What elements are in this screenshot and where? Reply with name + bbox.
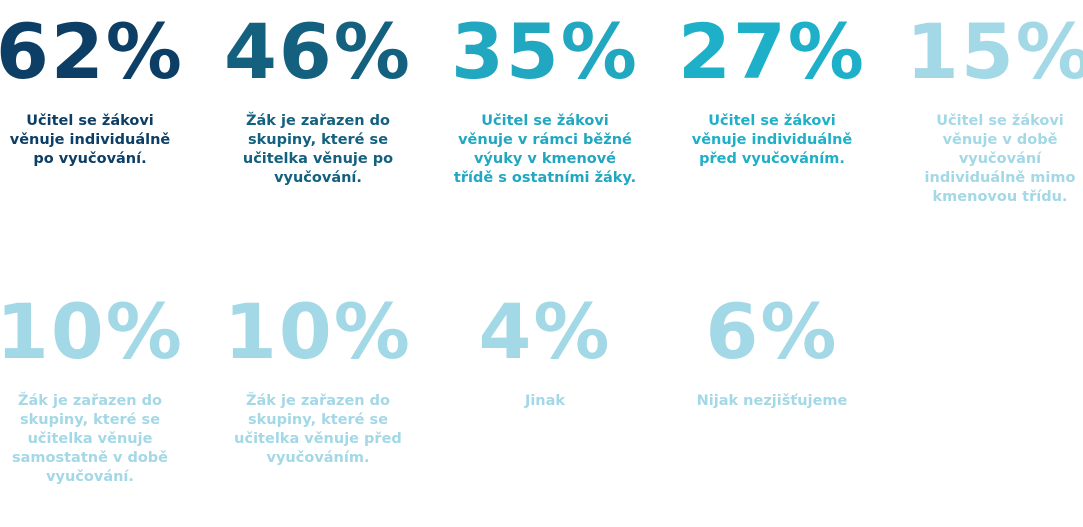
stat-item: 6% Nijak nezjišťujeme bbox=[662, 292, 882, 411]
stat-value: 35% bbox=[451, 7, 639, 96]
label-line: třídě s ostatními žáky. bbox=[453, 170, 637, 186]
stat-value: 46% bbox=[224, 7, 412, 96]
stat-value: 10% bbox=[0, 287, 184, 376]
label-line: vyučování. bbox=[274, 170, 362, 186]
stat-label: Učitel se žákovi věnuje v době vyučování in… bbox=[890, 112, 1083, 207]
stat-item: 10% Žák je zařazen do skupiny, které se uči… bbox=[208, 292, 428, 468]
stat-label: Žák je zařazen do skupiny, které se učitel… bbox=[208, 392, 428, 468]
label-line: věnuje individuálně bbox=[9, 132, 171, 148]
label-line: Žák je zařazen do bbox=[246, 113, 390, 129]
label-line: učitelka věnuje po bbox=[242, 151, 394, 167]
label-line: Žák je zařazen do bbox=[246, 393, 390, 409]
label-line: Učitel se žákovi bbox=[708, 113, 836, 129]
stat-value: 27% bbox=[678, 7, 866, 96]
stat-value: 6% bbox=[705, 287, 839, 376]
stat-item: 4% Jinak bbox=[435, 292, 655, 411]
label-line: věnuje v rámci běžné bbox=[458, 132, 632, 148]
label-line: kmenovou třídu. bbox=[932, 189, 1068, 205]
stat-value: 62% bbox=[0, 7, 184, 96]
label-line: učitelka věnuje bbox=[27, 431, 153, 447]
label-line: vyučování. bbox=[46, 469, 134, 485]
label-line: věnuje individuálně bbox=[691, 132, 853, 148]
label-line: skupiny, které se bbox=[19, 412, 161, 428]
label-line: Učitel se žákovi bbox=[481, 113, 609, 129]
stat-value: 15% bbox=[906, 7, 1083, 96]
stat-item: 46% Žák je zařazen do skupiny, které se uči… bbox=[208, 12, 428, 188]
stat-label: Učitel se žákovi věnuje v rámci běžné výuk… bbox=[435, 112, 655, 188]
stat-item: 27% Učitel se žákovi věnuje individuálně př… bbox=[662, 12, 882, 169]
label-line: skupiny, které se bbox=[247, 132, 389, 148]
label-line: učitelka věnuje před bbox=[234, 431, 402, 447]
label-line: výuky v kmenové bbox=[473, 151, 617, 167]
label-line: vyučováním. bbox=[266, 450, 370, 466]
label-line: Učitel se žákovi bbox=[26, 113, 154, 129]
stat-label: Žák je zařazen do skupiny, které se učitel… bbox=[208, 112, 428, 188]
stat-item: 10% Žák je zařazen do skupiny, které se uči… bbox=[0, 292, 200, 487]
stat-item: 62% Učitel se žákovi věnuje individuálně po… bbox=[0, 12, 200, 169]
label-line: před vyučováním. bbox=[699, 151, 845, 167]
label-line: Nijak nezjišťujeme bbox=[696, 393, 848, 409]
label-line: skupiny, které se bbox=[247, 412, 389, 428]
stat-value: 4% bbox=[478, 287, 612, 376]
label-line: individuálně mimo bbox=[924, 170, 1076, 186]
stat-label: Učitel se žákovi věnuje individuálně po vy… bbox=[0, 112, 200, 169]
label-line: vyučování bbox=[958, 151, 1042, 167]
stat-label: Jinak bbox=[435, 392, 655, 411]
stat-item: 15% Učitel se žákovi věnuje v době vyučován… bbox=[890, 12, 1083, 207]
label-line: po vyučování. bbox=[33, 151, 147, 167]
stat-item: 35% Učitel se žákovi věnuje v rámci běžné v… bbox=[435, 12, 655, 188]
stat-label: Učitel se žákovi věnuje individuálně před … bbox=[662, 112, 882, 169]
stat-value: 10% bbox=[224, 287, 412, 376]
label-line: Jinak bbox=[524, 393, 566, 409]
label-line: samostatně v době bbox=[11, 450, 169, 466]
label-line: Učitel se žákovi bbox=[936, 113, 1064, 129]
label-line: věnuje v době bbox=[942, 132, 1058, 148]
label-line: Žák je zařazen do bbox=[18, 393, 162, 409]
stat-label: Žák je zařazen do skupiny, které se učitel… bbox=[0, 392, 200, 487]
stat-label: Nijak nezjišťujeme bbox=[662, 392, 882, 411]
